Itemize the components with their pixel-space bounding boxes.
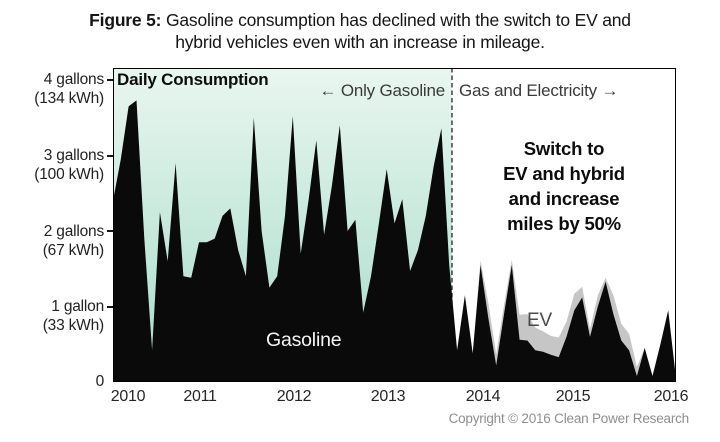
x-axis-label-2013: 2013 xyxy=(370,388,406,405)
y-axis-label-4gal: 4 gallons (134 kWh) xyxy=(34,71,104,107)
y-tick-3gal xyxy=(107,154,113,157)
y-tick-2gal xyxy=(107,230,113,232)
copyright-notice: Copyright © 2016 Clean Power Research xyxy=(448,411,690,426)
y-axis-label-1gal: 1 gallon (33 kWh) xyxy=(42,298,104,334)
only-gasoline-label: ← Only Gasoline xyxy=(319,81,446,100)
gasoline-area xyxy=(113,100,676,382)
figure-title: Figure 5: Gasoline consumption has decli… xyxy=(0,9,720,53)
ev-series-label: EV xyxy=(527,310,552,331)
gasoline-series-label: Gasoline xyxy=(266,329,342,351)
figure-title-line2: hybrid vehicles even with an increase in… xyxy=(175,32,545,52)
x-axis-label-2014: 2014 xyxy=(465,388,501,405)
y-tick-1gal xyxy=(107,305,113,308)
switch-note: Switch to EV and hybrid and increase mil… xyxy=(503,138,625,234)
figure-title-line1: Figure 5: Gasoline consumption has decli… xyxy=(89,10,631,30)
x-axis-label-2010: 2010 xyxy=(110,388,146,405)
daily-consumption-label: Daily Consumption xyxy=(117,70,269,89)
x-axis-label-2015: 2015 xyxy=(555,388,591,405)
consumption-chart xyxy=(113,68,676,382)
x-axis-label-2012: 2012 xyxy=(276,388,312,405)
y-tick-4gal xyxy=(107,79,113,81)
x-axis-label-2016: 2016 xyxy=(653,388,689,405)
plot-border xyxy=(113,68,676,382)
figure-number: Figure 5: xyxy=(89,10,162,30)
y-axis-label-2gal: 2 gallons (67 kWh) xyxy=(42,222,104,259)
gas-and-electricity-label: Gas and Electricity → xyxy=(459,81,619,100)
y-axis-label-0: 0 xyxy=(95,373,105,390)
x-axis-label-2011: 2011 xyxy=(183,388,217,405)
y-axis-label-3gal: 3 gallons (100 kWh) xyxy=(34,147,104,183)
